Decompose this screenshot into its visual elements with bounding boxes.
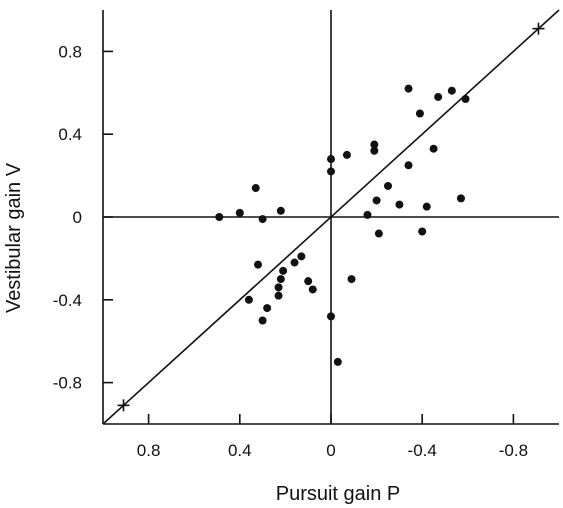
y-tick-label: 0	[73, 208, 82, 227]
data-point	[244, 295, 253, 304]
reference-line-group	[102, 9, 560, 425]
y-tick-label: -0.4	[53, 291, 82, 310]
data-point	[384, 181, 392, 190]
data-point	[327, 155, 335, 164]
identity-line	[102, 9, 560, 425]
data-point	[447, 86, 456, 95]
data-point	[327, 312, 335, 321]
data-point	[395, 200, 404, 209]
data-point	[415, 109, 424, 118]
data-point	[429, 144, 438, 153]
data-point	[251, 184, 260, 193]
x-tick-label: 0.8	[137, 441, 161, 460]
data-point	[370, 146, 379, 155]
data-point	[258, 215, 267, 224]
data-points	[215, 84, 470, 366]
cross-marker	[532, 22, 545, 35]
data-point	[290, 258, 299, 267]
data-point	[404, 84, 413, 93]
tick-labels: 0.8 0.4 0 -0.4 -0.8 0.8 0.4 0 -0.4 -0.8	[53, 42, 528, 460]
data-point	[372, 196, 381, 205]
data-point	[308, 285, 317, 294]
x-tick-label: -0.8	[499, 441, 528, 460]
data-point	[279, 266, 288, 275]
data-point	[327, 167, 335, 176]
x-tick-label: 0.4	[228, 441, 252, 460]
ticks	[103, 50, 515, 424]
cross-marker	[117, 399, 130, 412]
data-point	[235, 208, 244, 217]
x-tick-label: 0	[326, 441, 335, 460]
data-point	[363, 210, 372, 219]
data-point	[461, 95, 470, 104]
data-point	[418, 227, 427, 236]
data-point	[254, 260, 263, 269]
x-tick-label: -0.4	[408, 441, 437, 460]
data-point	[422, 202, 431, 211]
data-point	[274, 291, 283, 300]
data-point	[304, 277, 313, 286]
data-point	[215, 213, 224, 221]
data-point	[370, 140, 379, 149]
data-point	[456, 194, 465, 203]
data-point	[333, 357, 342, 366]
y-axis-title: Vestibular gain V	[3, 162, 25, 313]
data-point	[404, 161, 413, 170]
y-tick-label: 0.4	[58, 125, 82, 144]
data-point	[297, 252, 306, 261]
x-axis-title: Pursuit gain P	[276, 483, 401, 505]
y-tick-label: 0.8	[58, 42, 82, 61]
data-point	[274, 283, 283, 292]
data-point	[342, 150, 351, 159]
data-point	[434, 92, 443, 101]
data-point	[276, 275, 285, 284]
data-point	[263, 304, 272, 313]
data-point	[347, 275, 356, 284]
data-point	[374, 229, 383, 238]
data-point	[258, 316, 267, 325]
y-tick-label: -0.8	[53, 374, 82, 393]
data-point	[276, 206, 285, 215]
